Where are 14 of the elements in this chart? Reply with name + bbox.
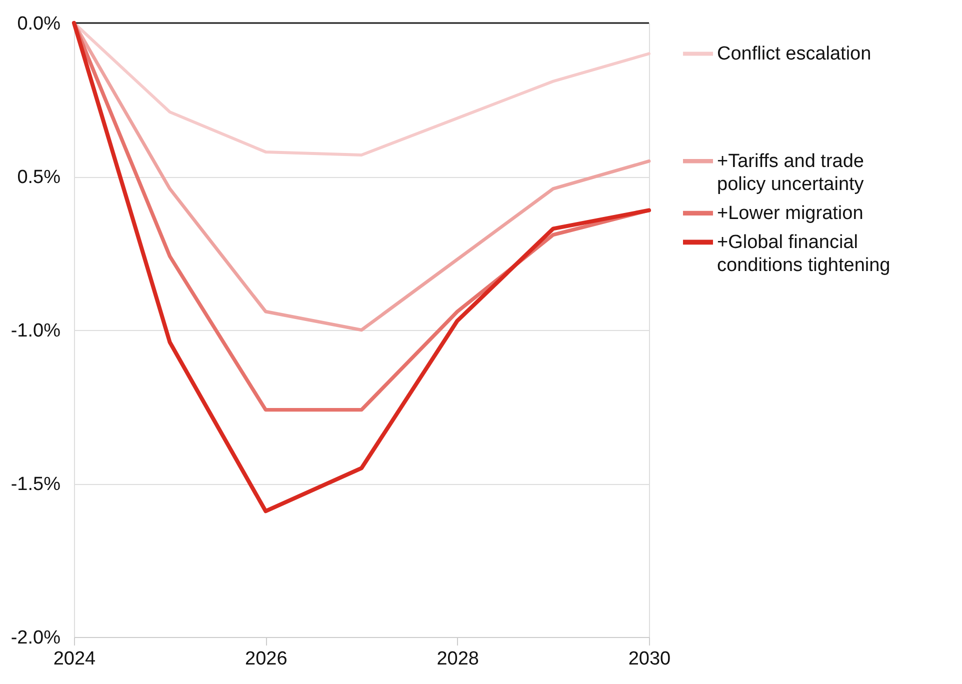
y-tick-label: 0.0% — [17, 14, 61, 34]
x-tick-label: 2026 — [245, 648, 288, 670]
x-tick-label: 2024 — [53, 648, 96, 670]
legend-label: Conflict escalation — [717, 44, 872, 65]
y-tick-label: -2.0% — [10, 628, 61, 648]
legend-label: +Tariffs and trade policy uncertainty — [717, 151, 864, 196]
legend-label: +Global financial conditions tightening — [717, 232, 890, 276]
y-tick-label: 0.5% — [17, 167, 61, 188]
y-tick-label: -1.5% — [10, 474, 61, 495]
legend-label: +Lower migration — [717, 203, 864, 224]
x-tick-label: 2030 — [628, 648, 671, 670]
x-tick-label: 2028 — [436, 648, 479, 670]
line-series — [72, 20, 652, 514]
y-tick-label: -1.0% — [10, 320, 61, 342]
